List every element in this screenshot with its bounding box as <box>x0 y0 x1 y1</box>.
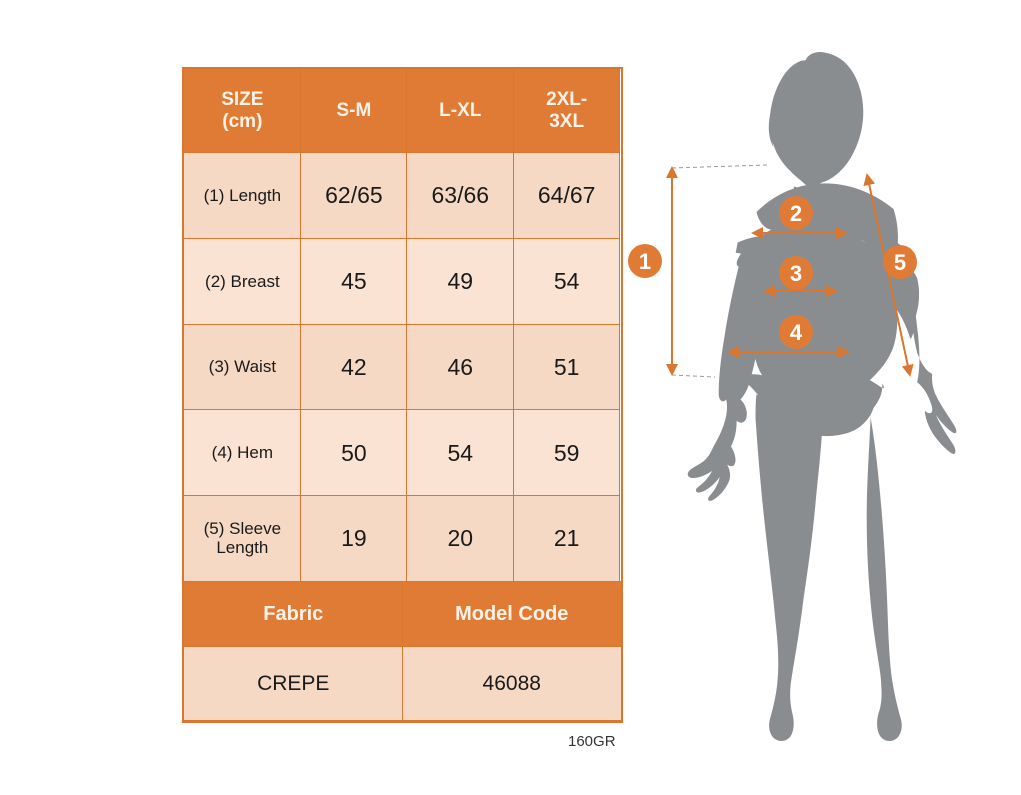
svg-text:5: 5 <box>894 250 906 275</box>
svg-text:1: 1 <box>639 249 651 274</box>
svg-text:2: 2 <box>790 201 802 226</box>
svg-text:4: 4 <box>790 320 803 345</box>
svg-text:3: 3 <box>790 261 802 286</box>
